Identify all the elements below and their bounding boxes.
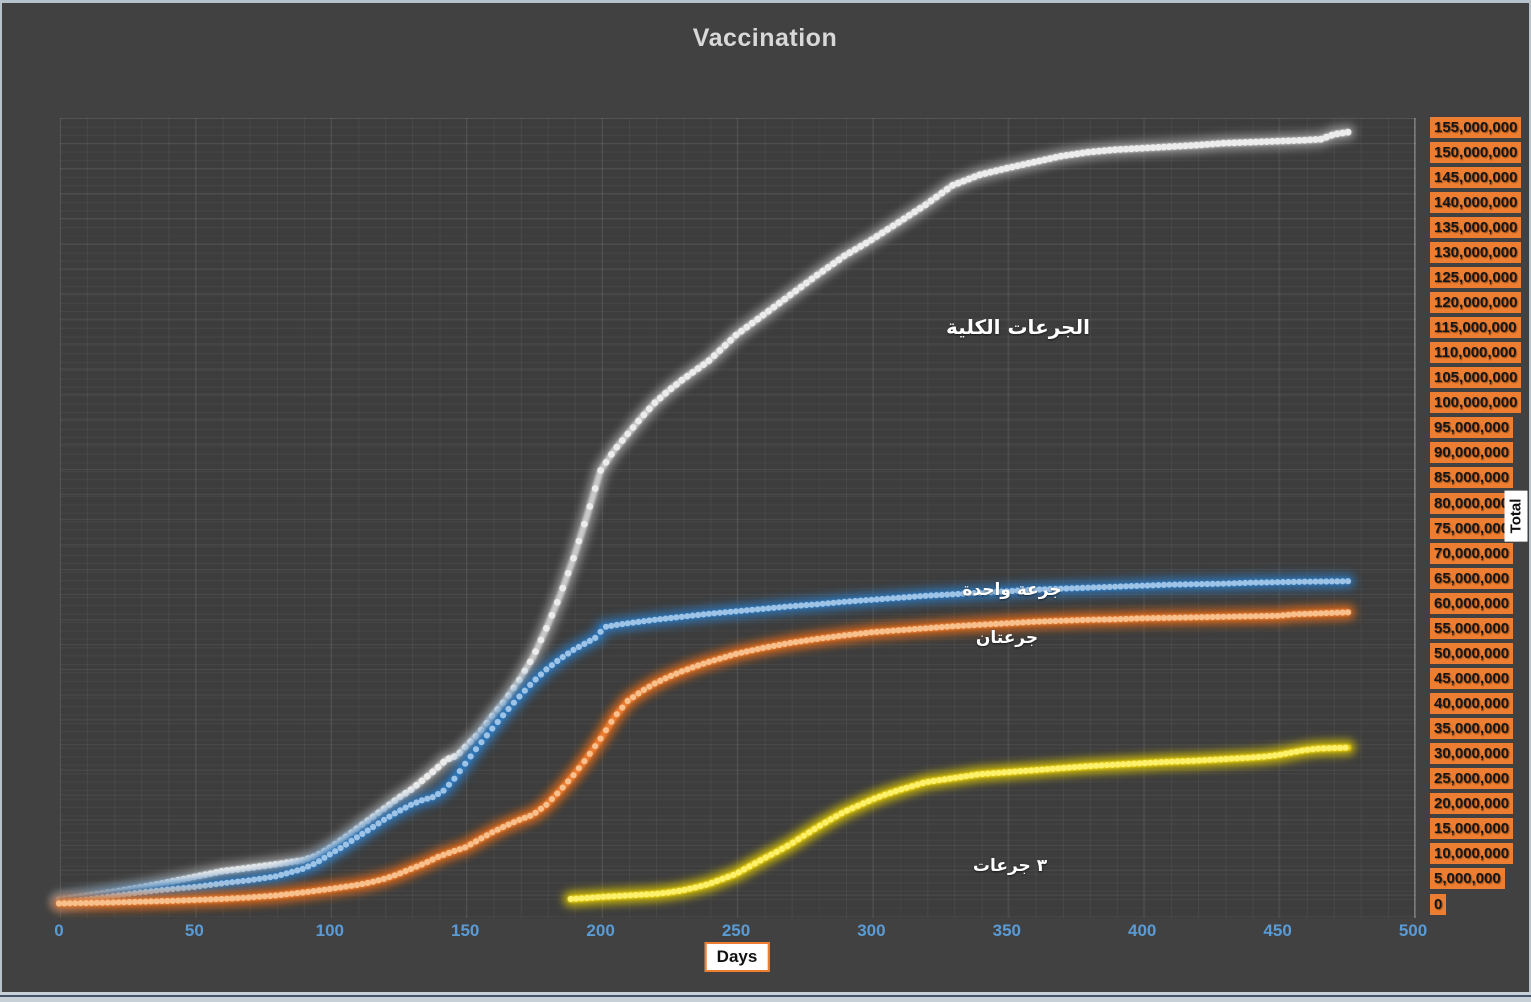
x-axis-tick-label: 350 [992, 921, 1021, 940]
window-border-right [1529, 0, 1531, 1002]
x-axis-tick-label: 100 [315, 921, 344, 940]
y-axis-tick-label: 35,000,000 [1430, 718, 1514, 740]
y-axis-tick-label: 50,000,000 [1430, 642, 1514, 664]
series-label-one-dose: جرعة واحدة [962, 580, 1062, 600]
y-axis-tick-label: 70,000,000 [1430, 542, 1514, 564]
y-axis-tick-label: 100,000,000 [1430, 392, 1522, 414]
y-axis-tick-label: 140,000,000 [1430, 191, 1522, 213]
y-axis-tick-label: 65,000,000 [1430, 567, 1514, 589]
x-axis-tick-label: 400 [1128, 921, 1157, 940]
y-axis-tick-label: 80,000,000 [1430, 492, 1514, 514]
x-axis-tick-label: 0 [54, 921, 64, 940]
window-border-left [0, 0, 2, 1002]
y-axis-tick-label: 10,000,000 [1430, 843, 1514, 865]
y-axis-tick-label: 145,000,000 [1430, 166, 1522, 188]
y-axis-tick-label: 120,000,000 [1430, 292, 1522, 314]
y-axis-tick-label: 105,000,000 [1430, 367, 1522, 389]
y-axis-title: Total [1504, 490, 1528, 542]
y-axis-tick-label: 45,000,000 [1430, 667, 1514, 689]
y-axis-tick-label: 115,000,000 [1430, 317, 1521, 339]
y-axis-tick-label: 90,000,000 [1430, 442, 1514, 464]
plot-area [60, 118, 1416, 918]
y-axis-tick-label: 150,000,000 [1430, 141, 1522, 163]
chart-title: Vaccination [692, 24, 838, 52]
y-axis-tick-label: 15,000,000 [1430, 818, 1514, 840]
x-axis-tick-label: 250 [721, 921, 751, 940]
x-axis-tick-label: 50 [184, 921, 204, 940]
window-border-bottom [0, 992, 1531, 1002]
y-axis-tick-label: 135,000,000 [1430, 216, 1522, 238]
y-axis-tick-label: 125,000,000 [1430, 267, 1522, 288]
y-axis-tick-label: 0 [1430, 893, 1447, 915]
x-axis-tick-label: 200 [586, 921, 615, 940]
y-axis-title-text: Total [1507, 498, 1525, 534]
y-axis-tick-label: 40,000,000 [1430, 693, 1514, 715]
y-axis-tick-label: 25,000,000 [1430, 768, 1514, 790]
series-label-three-doses: ٣ جرعات [972, 856, 1048, 876]
y-axis-tick-label: 85,000,000 [1430, 467, 1514, 489]
x-axis-tick-label: 450 [1263, 921, 1292, 940]
y-axis-tick-label: 155,000,000 [1430, 116, 1522, 138]
x-axis-tick-label: 500 [1398, 921, 1428, 940]
y-axis-tick-label: 60,000,000 [1430, 592, 1514, 614]
y-axis-tick-label: 55,000,000 [1430, 617, 1514, 639]
window-border-top [0, 0, 1531, 3]
x-axis-tick-label: 300 [857, 921, 886, 940]
x-axis-tick-label: 150 [451, 921, 480, 940]
y-axis-tick-label: 130,000,000 [1430, 241, 1522, 263]
y-axis-tick-label: 30,000,000 [1430, 743, 1514, 765]
series-label-two-doses: جرعتان [975, 628, 1039, 648]
x-axis-title: Days [704, 942, 770, 972]
series-label-total-doses: الجرعات الكلية [946, 315, 1090, 339]
y-axis-tick-label: 20,000,000 [1430, 793, 1514, 815]
window-border-bottom-line [0, 995, 1531, 997]
y-axis-tick-label: 110,000,000 [1430, 342, 1521, 364]
y-axis-tick-label: 95,000,000 [1430, 417, 1514, 439]
y-axis-tick-label: 75,000,000 [1430, 517, 1514, 539]
y-axis-tick-label: 5,000,000 [1430, 868, 1505, 890]
